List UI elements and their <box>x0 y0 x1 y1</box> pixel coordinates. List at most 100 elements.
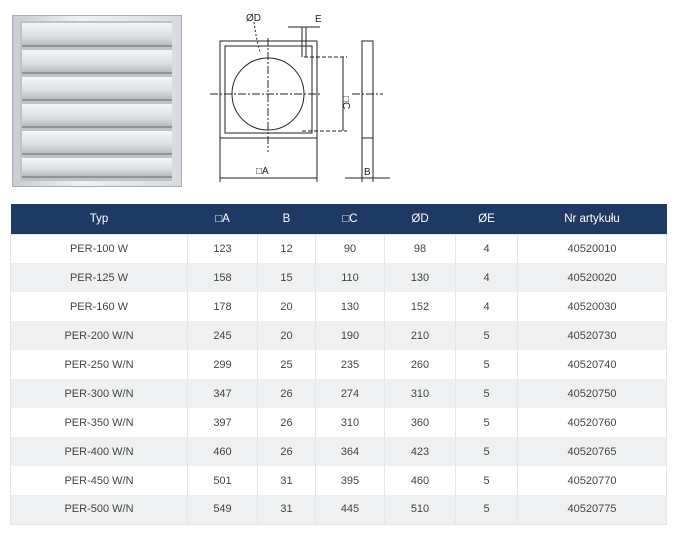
table-cell: 130 <box>384 263 456 292</box>
table-cell: 40520020 <box>517 263 667 292</box>
label-e: E <box>315 14 322 25</box>
table-row: PER-125 W 158 15 110 130 4 40520020 <box>10 263 667 292</box>
dimension-drawing: ØD E □C □A B <box>210 13 390 182</box>
table-cell: 158 <box>187 263 258 292</box>
louver-blade <box>22 23 172 47</box>
table-row: PER-100 W 123 12 90 98 4 40520010 <box>11 234 667 263</box>
table-row: PER-400 W/N 460 26 364 423 5 40520765 <box>10 437 667 466</box>
table-cell: 5 <box>455 379 518 408</box>
louver-blade <box>22 131 172 155</box>
table-cell: PER-300 W/N <box>10 379 188 408</box>
table-cell: 20 <box>257 321 316 350</box>
table-cell: 210 <box>384 321 456 350</box>
table-cell: 460 <box>384 466 456 495</box>
table-cell: 152 <box>384 292 456 321</box>
table-cell: 510 <box>384 495 456 524</box>
table-cell: 5 <box>455 408 518 437</box>
table-cell: 130 <box>315 292 385 321</box>
table-cell: 190 <box>315 321 385 350</box>
table-cell: PER-500 W/N <box>10 495 188 524</box>
column-header: ØE <box>455 204 518 234</box>
table-cell: 90 <box>315 234 385 263</box>
label-b: B <box>364 167 371 178</box>
louver-blade <box>22 158 172 178</box>
table-cell: 423 <box>384 437 456 466</box>
table-cell: 40520775 <box>517 495 667 524</box>
table-cell: 40520730 <box>517 321 667 350</box>
table-cell: 12 <box>257 234 316 263</box>
table-cell: 40520760 <box>517 408 667 437</box>
table-cell: 397 <box>187 408 258 437</box>
table-cell: PER-100 W <box>69 242 129 255</box>
label-a: □A <box>256 166 269 177</box>
label-d: ØD <box>246 13 261 24</box>
column-header: B <box>257 204 316 234</box>
table-cell: 31 <box>257 466 316 495</box>
table-cell: PER-400 W/N <box>10 437 188 466</box>
table-cell: 40520010 <box>517 234 667 263</box>
table-row: PER-300 W/N 347 26 274 310 5 40520750 <box>10 379 667 408</box>
table-cell: 5 <box>455 321 518 350</box>
table-cell: 15 <box>257 263 316 292</box>
table-cell: PER-250 W/N <box>64 358 134 371</box>
table-cell: 20 <box>257 292 316 321</box>
table-row: PER-200 W/N 245 20 190 210 5 40520730 <box>10 321 667 350</box>
table-cell: 460 <box>187 437 258 466</box>
table-cell: 26 <box>257 408 316 437</box>
table-cell: 123 <box>187 234 258 263</box>
table-cell: 395 <box>315 466 385 495</box>
table-cell: 178 <box>187 292 258 321</box>
table-row: PER-160 W 178 20 130 152 4 40520030 <box>11 292 667 321</box>
table-cell: 40520765 <box>517 437 667 466</box>
table-cell: 98 <box>384 234 456 263</box>
table-cell: 5 <box>455 466 518 495</box>
table-cell: 5 <box>455 437 518 466</box>
table-cell: 235 <box>315 350 385 379</box>
table-cell: 501 <box>187 466 258 495</box>
table-cell: PER-125 W <box>10 263 188 292</box>
table-cell: 40520770 <box>517 466 667 495</box>
table-cell: 26 <box>257 379 316 408</box>
table-cell: 364 <box>315 437 385 466</box>
table-cell: 4 <box>455 292 518 321</box>
product-photo-louvre-shutter <box>12 15 182 187</box>
column-header: Typ <box>10 204 188 234</box>
specification-table: Typ □A B □C ØD ØE Nr artykułu PER-100 W 123 12 90… <box>10 204 667 525</box>
table-cell: 347 <box>187 379 258 408</box>
table-cell: 110 <box>315 263 385 292</box>
table-row: PER-350 W/N 397 26 310 360 5 40520760 <box>11 408 667 437</box>
column-header: Nr artykułu <box>517 204 667 234</box>
table-row: PER-250 W/N 299 25 235 260 5 40520740 <box>11 350 667 379</box>
table-cell: 25 <box>257 350 316 379</box>
louver-blade <box>22 50 172 74</box>
table-cell: 4 <box>455 234 518 263</box>
louver-blade <box>22 77 172 101</box>
table-cell: 4 <box>455 263 518 292</box>
table-cell: 245 <box>187 321 258 350</box>
side-view <box>361 40 374 139</box>
table-row: PER-500 W/N 549 31 445 510 5 40520775 <box>10 495 667 524</box>
louver-blade <box>22 104 172 128</box>
table-cell: 40520740 <box>517 350 667 379</box>
table-cell: 310 <box>384 379 456 408</box>
table-cell: 445 <box>315 495 385 524</box>
table-cell: 26 <box>257 437 316 466</box>
table-cell: 40520030 <box>517 292 667 321</box>
table-header-row: Typ □A B □C ØD ØE Nr artykułu <box>10 204 667 234</box>
table-cell: PER-160 W <box>69 300 129 313</box>
table-cell: 360 <box>384 408 456 437</box>
column-header: □A <box>187 204 258 234</box>
table-cell: 40520750 <box>517 379 667 408</box>
table-row: PER-450 W/N 501 31 395 460 5 40520770 <box>11 466 667 495</box>
table-cell: PER-350 W/N <box>64 416 134 429</box>
table-cell: PER-200 W/N <box>10 321 188 350</box>
table-cell: 5 <box>455 495 518 524</box>
column-header: □C <box>315 204 385 234</box>
table-body: PER-100 W 123 12 90 98 4 40520010 PER-125 W 158 1… <box>10 234 667 524</box>
d-leader <box>253 21 261 53</box>
label-c: □C <box>340 96 351 109</box>
table-cell: 274 <box>315 379 385 408</box>
table-cell: PER-450 W/N <box>64 474 134 487</box>
table-cell: 549 <box>187 495 258 524</box>
table-cell: 310 <box>315 408 385 437</box>
